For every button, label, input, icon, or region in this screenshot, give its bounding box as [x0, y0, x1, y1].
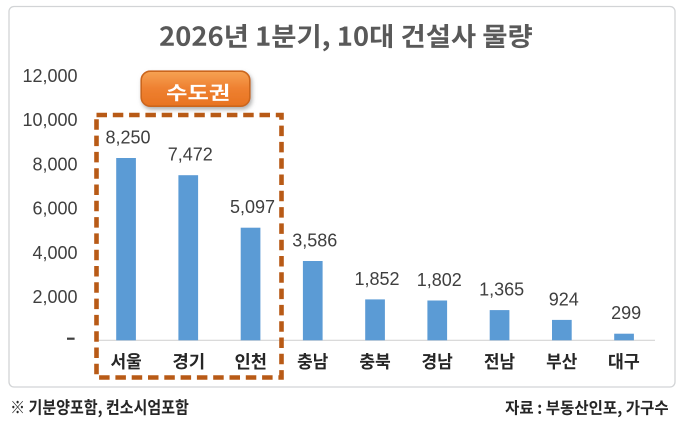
svg-text:6,000: 6,000	[32, 199, 77, 219]
svg-text:8,000: 8,000	[32, 154, 77, 174]
svg-text:8,250: 8,250	[105, 128, 150, 148]
svg-text:12,000: 12,000	[22, 66, 77, 86]
svg-text:7,472: 7,472	[168, 145, 213, 165]
svg-text:2,000: 2,000	[32, 287, 77, 307]
svg-text:10,000: 10,000	[22, 110, 77, 130]
svg-text:5,097: 5,097	[230, 197, 275, 217]
svg-text:1,852: 1,852	[354, 269, 399, 289]
svg-text:299: 299	[611, 303, 641, 323]
svg-text:924: 924	[549, 289, 579, 309]
svg-text:4,000: 4,000	[32, 243, 77, 263]
svg-text:3,586: 3,586	[292, 231, 337, 251]
svg-text:1,802: 1,802	[417, 270, 462, 290]
svg-text:1,365: 1,365	[479, 280, 524, 300]
